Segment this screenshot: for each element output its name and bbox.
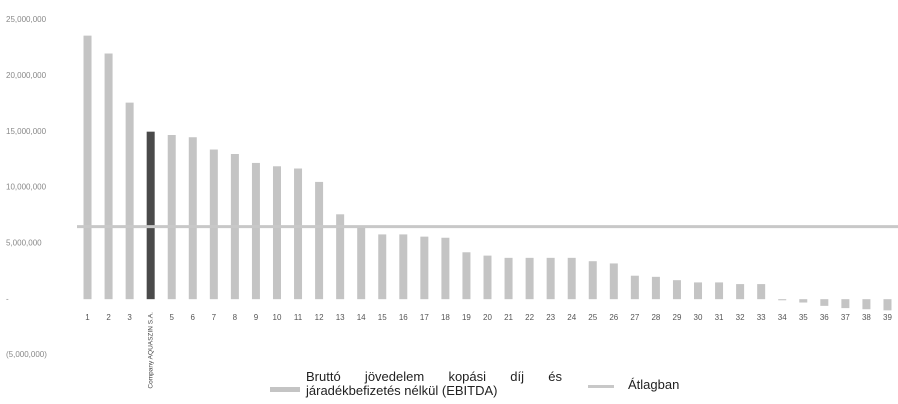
bar — [799, 299, 808, 303]
y-tick-label: (5,000,000) — [6, 350, 47, 359]
bar — [167, 135, 176, 300]
x-tick-label: 30 — [694, 313, 703, 322]
bar — [209, 149, 218, 300]
x-tick-label: 12 — [315, 313, 324, 322]
x-tick-label: 8 — [233, 313, 238, 322]
legend-swatch — [588, 385, 614, 388]
bar — [820, 299, 829, 306]
bar — [504, 257, 513, 300]
x-tick-label: 1 — [85, 313, 90, 322]
bar — [294, 168, 303, 300]
bar — [883, 299, 892, 311]
bar — [567, 257, 576, 300]
x-tick-label: 7 — [212, 313, 217, 322]
x-tick-label: 26 — [609, 313, 618, 322]
y-tick-label: 25,000,000 — [6, 15, 47, 24]
bar — [399, 234, 408, 300]
bar — [546, 257, 555, 300]
x-tick-label: 34 — [778, 313, 787, 322]
x-tick-label: 6 — [191, 313, 196, 322]
bar — [588, 261, 597, 300]
x-tick-label: 20 — [483, 313, 492, 322]
legend-label: Bruttó jövedelem kopási díj és járadékbe… — [306, 369, 562, 398]
x-tick-label: 17 — [420, 313, 429, 322]
x-tick-label: 21 — [504, 313, 513, 322]
x-tick-label: 38 — [862, 313, 871, 322]
x-tick-label: 16 — [399, 313, 408, 322]
x-tick-label: 35 — [799, 313, 808, 322]
x-tick-label: Company AQUASZIN S.A. — [147, 312, 154, 389]
x-tick-label: 25 — [588, 313, 597, 322]
bar — [462, 252, 471, 300]
x-tick-label: 13 — [336, 313, 345, 322]
bar — [251, 162, 260, 300]
bar — [188, 137, 197, 300]
y-tick-label: 5,000,000 — [6, 238, 42, 247]
bar — [146, 131, 155, 300]
bar — [757, 284, 766, 300]
bar — [609, 263, 618, 300]
y-tick-label: - — [6, 294, 9, 303]
x-tick-label: 27 — [630, 313, 639, 322]
bar — [104, 53, 113, 300]
x-tick-label: 18 — [441, 313, 450, 322]
x-tick-label: 2 — [106, 313, 111, 322]
bar — [630, 275, 639, 300]
x-tick-label: 24 — [567, 313, 576, 322]
x-tick-label: 36 — [820, 313, 829, 322]
bar — [651, 276, 660, 300]
x-tick-label: 3 — [127, 313, 132, 322]
x-tick-label: 23 — [546, 313, 555, 322]
bar — [125, 102, 134, 300]
x-tick-label: 33 — [757, 313, 766, 322]
x-tick-label: 28 — [651, 313, 660, 322]
bar — [672, 280, 681, 300]
bar — [83, 35, 92, 300]
bar — [841, 299, 850, 309]
bar — [378, 234, 387, 300]
x-tick-label: 5 — [170, 313, 175, 322]
x-tick-label: 22 — [525, 313, 534, 322]
bar — [694, 282, 703, 300]
bar — [441, 237, 450, 300]
legend-label: Átlagban — [628, 377, 680, 392]
y-tick-label: 10,000,000 — [6, 183, 47, 192]
legend-swatch — [270, 387, 300, 392]
bar — [483, 255, 492, 300]
x-tick-label: 31 — [715, 313, 724, 322]
bar — [420, 236, 429, 300]
x-tick-label: 39 — [883, 313, 892, 322]
x-tick-label: 32 — [736, 313, 745, 322]
bar — [336, 214, 345, 300]
bar — [525, 257, 534, 300]
x-tick-label: 29 — [673, 313, 682, 322]
x-tick-label: 14 — [357, 313, 366, 322]
y-tick-label: 15,000,000 — [6, 127, 47, 136]
y-tick-label: 20,000,000 — [6, 71, 47, 80]
bar — [736, 284, 745, 300]
bar — [272, 166, 281, 300]
x-tick-label: 11 — [294, 313, 303, 322]
bar — [315, 181, 324, 300]
x-tick-label: 15 — [378, 313, 387, 322]
bar — [778, 299, 787, 301]
bar — [715, 282, 724, 300]
x-tick-label: 37 — [841, 313, 850, 322]
bar — [357, 226, 366, 300]
bar — [862, 299, 871, 310]
x-tick-label: 19 — [462, 313, 471, 322]
x-tick-label: 9 — [254, 313, 259, 322]
x-tick-label: 10 — [273, 313, 282, 322]
